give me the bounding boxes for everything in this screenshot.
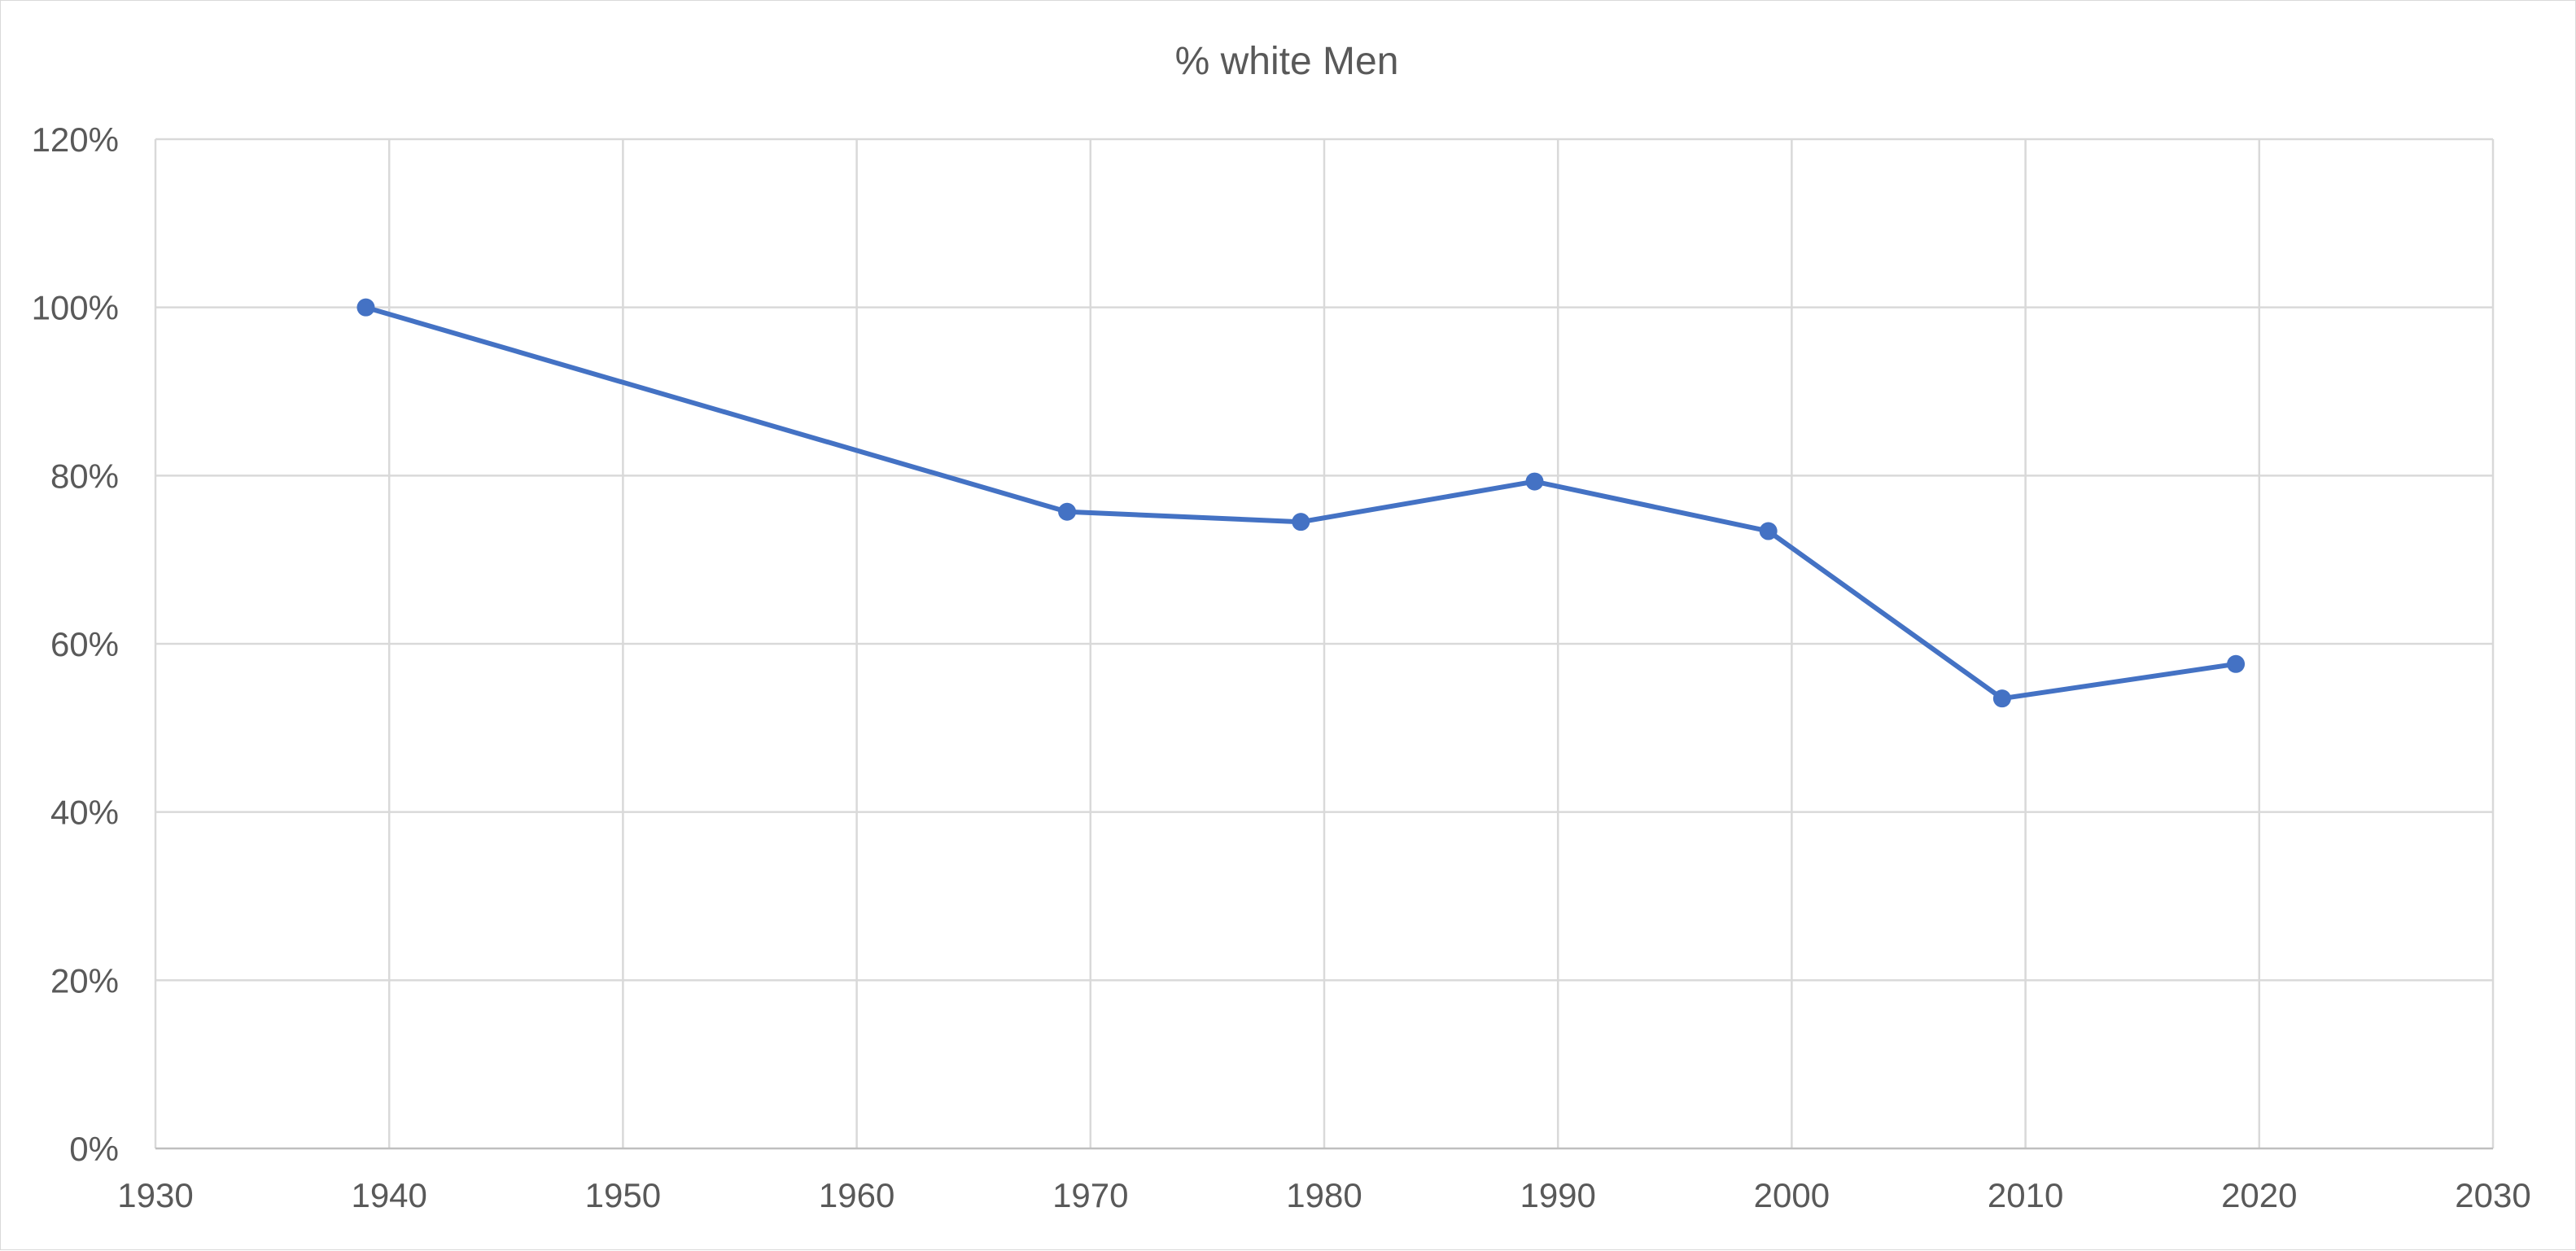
series — [356, 298, 2246, 708]
data-point — [2227, 654, 2246, 673]
chart-title: % white Men — [1175, 40, 1399, 83]
x-tick-label: 1930 — [117, 1176, 193, 1214]
x-tick-label: 2010 — [1988, 1176, 2063, 1214]
x-tick-label: 1990 — [1520, 1176, 1595, 1214]
x-tick-label: 1960 — [819, 1176, 894, 1214]
data-point — [1525, 472, 1544, 491]
data-point — [1058, 502, 1077, 521]
axes: 0% 20% 40% 60% 80% 100% 120% 1930 1940 1950 1960 19… — [32, 120, 2531, 1214]
x-tick-label: 1940 — [351, 1176, 426, 1214]
data-point — [1992, 689, 2011, 708]
x-tick-label: 1980 — [1286, 1176, 1362, 1214]
y-tick-label: 0% — [69, 1130, 119, 1168]
grid — [154, 138, 2495, 1148]
x-tick-label: 1970 — [1052, 1176, 1128, 1214]
data-point — [1759, 522, 1778, 540]
data-point — [1292, 513, 1310, 531]
y-tick-label: 80% — [50, 457, 119, 495]
y-tick-label: 100% — [32, 289, 119, 327]
y-tick-label: 20% — [50, 961, 119, 999]
y-tick-label: 120% — [32, 120, 119, 159]
x-tick-label: 2000 — [1754, 1176, 1830, 1214]
x-tick-label: 2020 — [2221, 1176, 2297, 1214]
y-tick-label: 60% — [50, 625, 119, 663]
series-line — [365, 304, 2237, 702]
data-point — [356, 298, 375, 317]
x-tick-label: 1950 — [585, 1176, 661, 1214]
y-tick-label: 40% — [50, 794, 119, 832]
x-tick-label: 2030 — [2455, 1176, 2530, 1214]
